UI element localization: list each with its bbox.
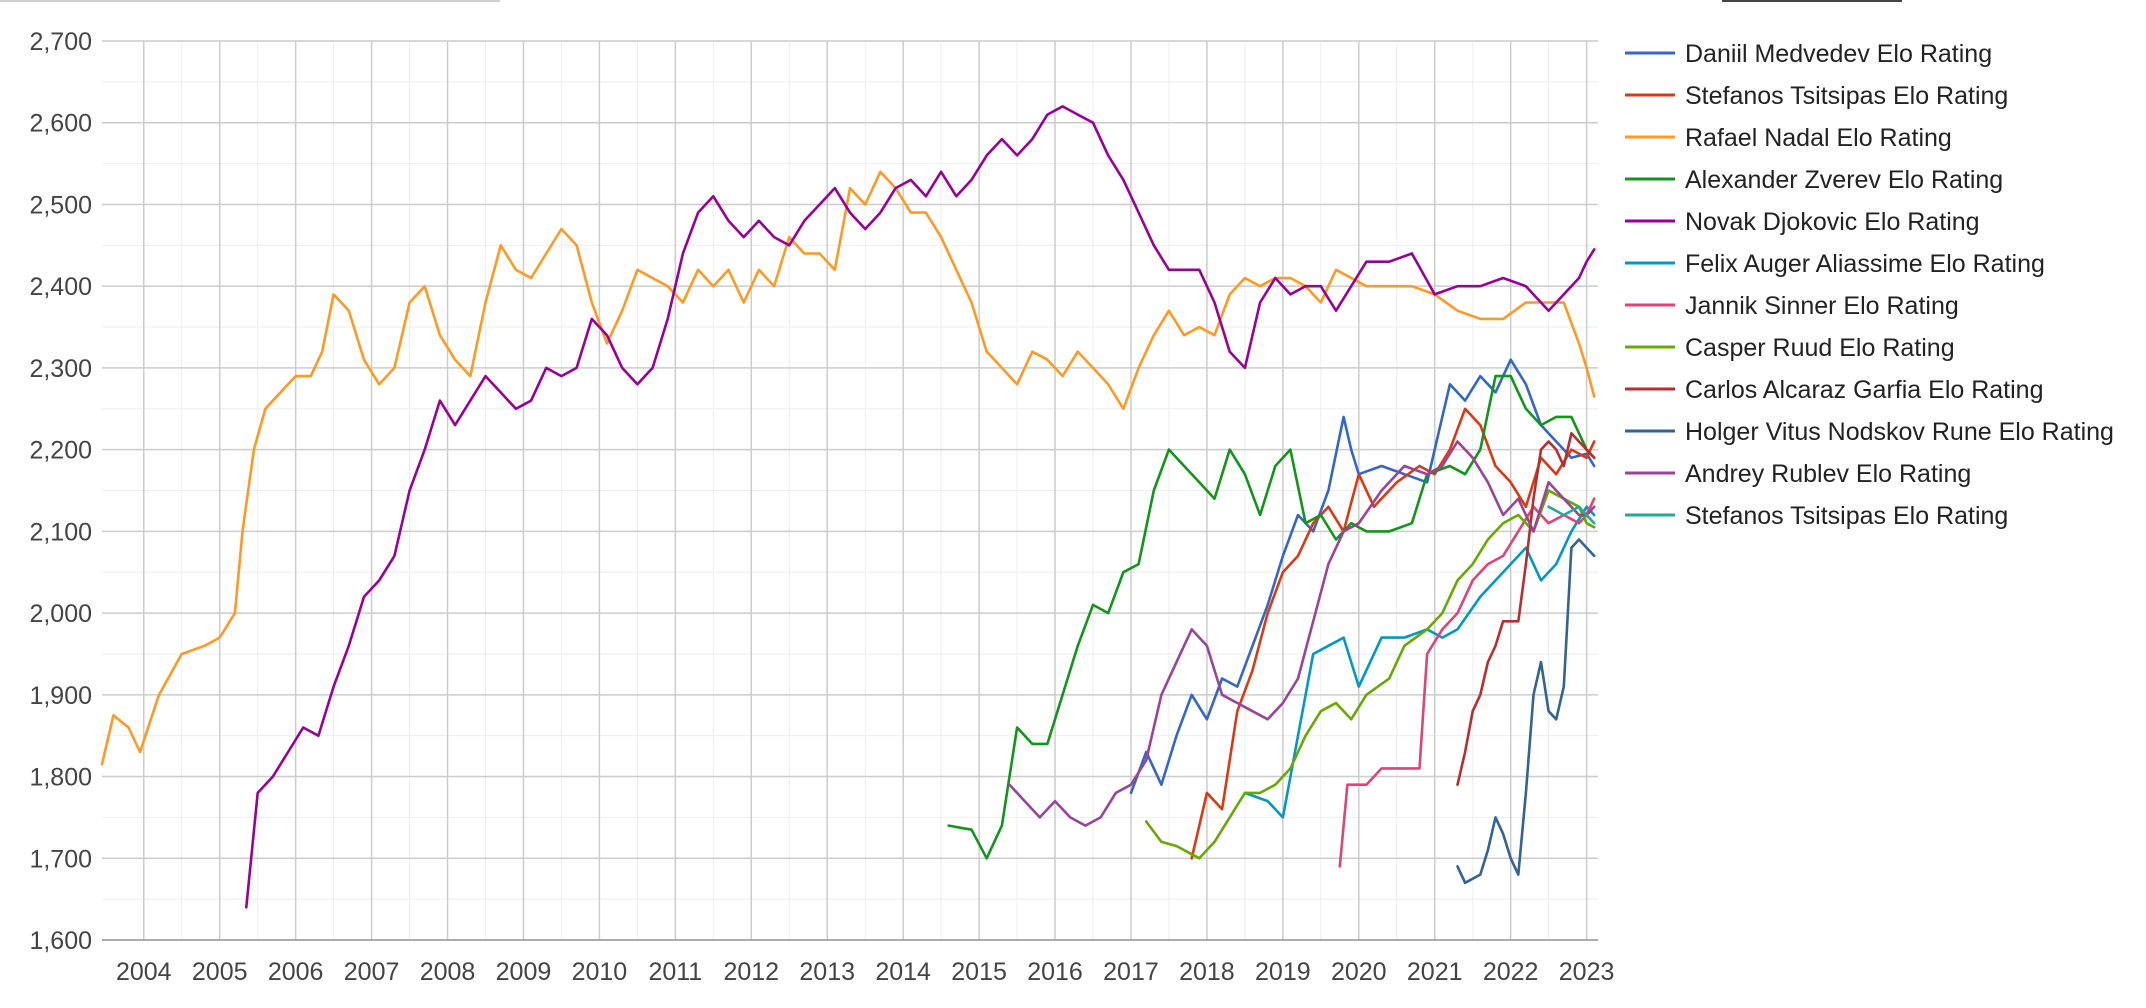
legend-label: Rafael Nadal Elo Rating bbox=[1685, 124, 1952, 152]
x-tick-label: 2004 bbox=[116, 958, 172, 986]
x-tick-label: 2008 bbox=[420, 958, 476, 986]
x-tick-label: 2016 bbox=[1027, 958, 1083, 986]
y-tick-label: 1,900 bbox=[29, 682, 92, 710]
series-lines bbox=[100, 105, 1596, 909]
series-line-9 bbox=[1456, 432, 1596, 786]
series-line-10 bbox=[1456, 538, 1596, 885]
y-tick-label: 2,500 bbox=[29, 191, 92, 219]
legend-label: Daniil Medvedev Elo Rating bbox=[1685, 40, 1992, 68]
y-tick-label: 1,600 bbox=[29, 927, 92, 955]
series-line-11 bbox=[1008, 440, 1596, 827]
x-tick-label: 2010 bbox=[572, 958, 628, 986]
x-tick-label: 2005 bbox=[192, 958, 248, 986]
x-tick-label: 2012 bbox=[723, 958, 779, 986]
x-axis-tick-labels: 2004 2005 2006 2007 2008 2009 2010 2011 2012 2013… bbox=[116, 958, 1614, 986]
legend: Daniil Medvedev Elo Rating Stefanos Tsits… bbox=[1625, 40, 2114, 530]
top-edge-strip-left bbox=[0, 0, 500, 2]
y-tick-label: 2,000 bbox=[29, 600, 92, 628]
legend-label: Casper Ruud Elo Rating bbox=[1685, 334, 1955, 362]
y-tick-label: 2,400 bbox=[29, 273, 92, 301]
series-line-4 bbox=[947, 374, 1596, 860]
x-tick-label: 2023 bbox=[1559, 958, 1615, 986]
y-tick-label: 2,100 bbox=[29, 518, 92, 546]
x-tick-label: 2015 bbox=[951, 958, 1007, 986]
legend-label: Stefanos Tsitsipas Elo Rating bbox=[1685, 82, 2008, 110]
legend-label: Novak Djokovic Elo Rating bbox=[1685, 208, 1980, 236]
x-tick-label: 2011 bbox=[648, 958, 702, 986]
y-tick-label: 2,200 bbox=[29, 437, 92, 465]
x-tick-label: 2021 bbox=[1407, 958, 1463, 986]
y-tick-label: 1,700 bbox=[29, 845, 92, 873]
legend-label: Holger Vitus Nodskov Rune Elo Rating bbox=[1685, 418, 2114, 446]
series-line-6 bbox=[1243, 505, 1596, 819]
legend-label: Jannik Sinner Elo Rating bbox=[1685, 292, 1959, 320]
top-edge-strip-right bbox=[1722, 0, 1902, 2]
x-tick-label: 2006 bbox=[268, 958, 324, 986]
legend-label: Alexander Zverev Elo Rating bbox=[1685, 166, 2003, 194]
x-tick-label: 2019 bbox=[1255, 958, 1311, 986]
series-line-5 bbox=[245, 105, 1596, 909]
x-tick-label: 2013 bbox=[799, 958, 855, 986]
minor-gridlines bbox=[102, 41, 1598, 940]
legend-label: Stefanos Tsitsipas Elo Rating bbox=[1685, 502, 2008, 530]
series-line-12 bbox=[1547, 505, 1596, 525]
x-tick-label: 2022 bbox=[1483, 958, 1539, 986]
x-tick-label: 2020 bbox=[1331, 958, 1387, 986]
y-tick-label: 2,700 bbox=[29, 28, 92, 56]
x-tick-label: 2009 bbox=[496, 958, 552, 986]
y-tick-label: 2,300 bbox=[29, 355, 92, 383]
legend-label: Andrey Rublev Elo Rating bbox=[1685, 460, 1971, 488]
y-tick-label: 1,800 bbox=[29, 764, 92, 792]
y-tick-label: 2,600 bbox=[29, 110, 92, 138]
legend-label: Felix Auger Aliassime Elo Rating bbox=[1685, 250, 2045, 278]
x-tick-label: 2014 bbox=[875, 958, 931, 986]
x-tick-label: 2018 bbox=[1179, 958, 1235, 986]
series-line-1 bbox=[1129, 358, 1596, 795]
y-axis-tick-labels: 1,600 1,700 1,800 1,900 2,000 2,100 2,200 2,300… bbox=[29, 28, 92, 955]
x-tick-label: 2017 bbox=[1103, 958, 1159, 986]
legend-label: Carlos Alcaraz Garfia Elo Rating bbox=[1685, 376, 2043, 404]
x-tick-label: 2007 bbox=[344, 958, 400, 986]
